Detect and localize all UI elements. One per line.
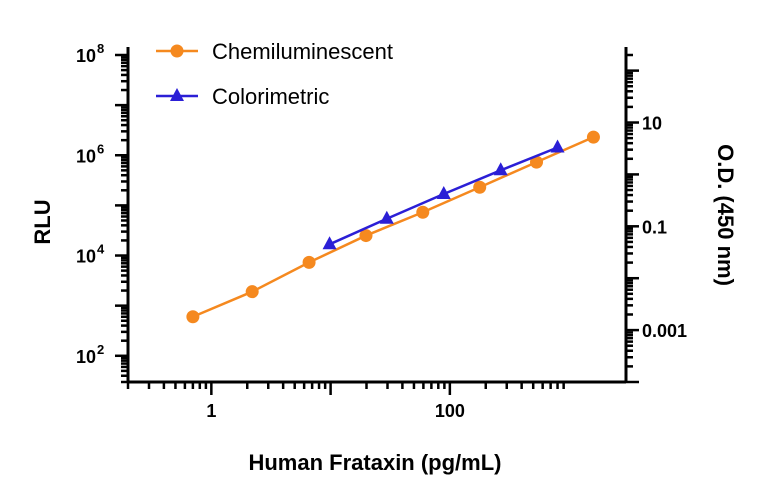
x-tick-label: 1 (206, 401, 216, 421)
legend: Chemiluminescent Colorimetric (156, 39, 393, 109)
data-point-colorimetric (436, 185, 451, 199)
data-point-chemiluminescent (302, 255, 316, 269)
y2-axis-title: O.D. (450 nm) (713, 144, 738, 286)
x-axis-title: Human Frataxin (pg/mL) (248, 450, 501, 475)
x-tick-label: 100 (435, 401, 465, 421)
legend-chemiluminescent-label: Chemiluminescent (212, 39, 393, 64)
y-tick-label: 10 (76, 46, 96, 66)
data-point-colorimetric (379, 210, 394, 224)
data-point-chemiluminescent (359, 229, 373, 243)
data-point-chemiluminescent (245, 285, 259, 299)
legend-colorimetric-label: Colorimetric (212, 84, 329, 109)
y-tick-exponent: 4 (97, 242, 105, 257)
y-tick-exponent: 8 (97, 41, 104, 56)
data-point-colorimetric (493, 162, 508, 176)
data-point-chemiluminescent (586, 130, 600, 144)
data-point-chemiluminescent (473, 180, 487, 194)
y2-tick-label: 10 (642, 114, 662, 134)
legend-colorimetric-marker (170, 88, 184, 101)
y-tick-exponent: 2 (97, 342, 104, 357)
data-point-colorimetric (322, 236, 337, 250)
legend-chemiluminescent-marker (170, 44, 184, 58)
y-tick-label: 10 (76, 247, 96, 267)
series-layer (186, 130, 600, 324)
y-axis-title: RLU (30, 199, 55, 244)
data-point-chemiluminescent (186, 310, 200, 324)
y2-tick-label: 0.1 (642, 217, 667, 237)
data-point-colorimetric (550, 139, 565, 153)
y2-tick-label: 0.001 (642, 321, 687, 341)
data-point-chemiluminescent (416, 205, 430, 219)
y-tick-label: 10 (76, 347, 96, 367)
axes (126, 47, 628, 384)
y-tick-exponent: 6 (97, 141, 104, 156)
y-tick-label: 10 (76, 146, 96, 166)
series-line-chemiluminescent (192, 135, 594, 318)
data-point-chemiluminescent (530, 155, 544, 169)
